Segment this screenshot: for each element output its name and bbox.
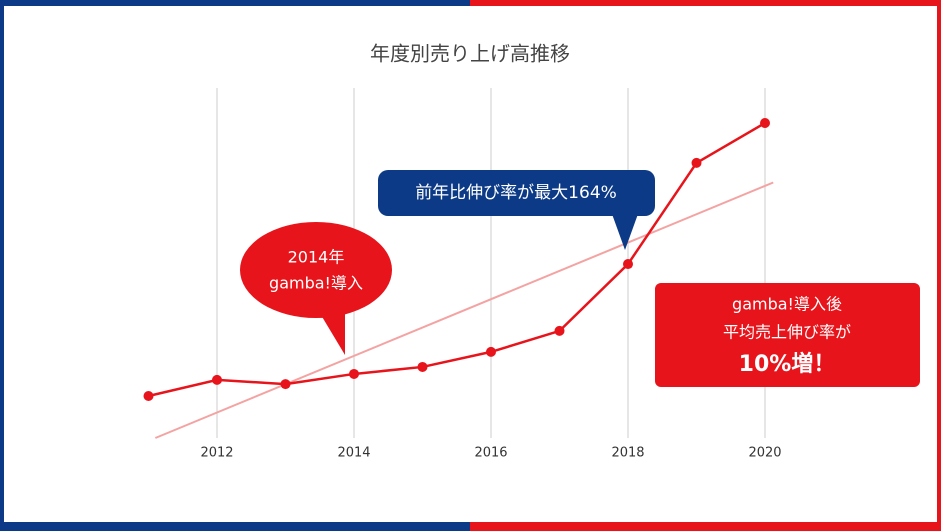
callout-red-box: gamba!導入後 平均売上伸び率が 10%増！ <box>655 283 920 387</box>
x-tick-label: 2012 <box>200 446 233 461</box>
x-tick-label: 2016 <box>474 446 507 461</box>
callout-blue: 前年比伸び率が最大164% <box>378 170 655 250</box>
data-point <box>143 391 154 401</box>
callout-pointer <box>612 214 638 250</box>
callout-text: gamba!導入後 <box>732 295 842 314</box>
callout-pointer <box>315 300 345 355</box>
x-tick-label: 2018 <box>611 446 644 461</box>
data-point <box>554 325 565 336</box>
callout-bubble <box>240 222 392 318</box>
data-point <box>417 361 428 372</box>
trend-line <box>154 181 774 439</box>
callout-text: 2014年 <box>288 248 345 267</box>
data-point <box>691 157 702 168</box>
frame-left <box>0 0 4 531</box>
x-tick-label: 2014 <box>337 446 370 461</box>
series-line <box>148 121 766 398</box>
frame-bottom-red <box>470 522 941 531</box>
frame-right <box>937 0 941 531</box>
callout-text: 10%増！ <box>739 351 836 377</box>
data-point <box>349 368 359 379</box>
callout-text: gamba!導入 <box>269 274 363 293</box>
data-point <box>212 374 222 385</box>
chart-title: 年度別売り上げ高推移 <box>370 42 570 66</box>
data-point <box>760 118 770 128</box>
callout-text: 平均売上伸び率が <box>723 323 851 342</box>
callout-box <box>378 170 655 216</box>
data-point <box>486 346 496 357</box>
frame-top-blue <box>0 0 470 6</box>
callout-box <box>655 283 920 387</box>
data-point <box>623 259 633 270</box>
callout-red-bubble: 2014年 gamba!導入 <box>240 222 392 355</box>
callout-text: 前年比伸び率が最大164% <box>415 183 617 203</box>
data-point <box>280 379 291 390</box>
x-tick-label: 2020 <box>748 446 781 461</box>
frame-bottom-blue <box>0 522 470 531</box>
frame-top-red <box>470 0 941 6</box>
